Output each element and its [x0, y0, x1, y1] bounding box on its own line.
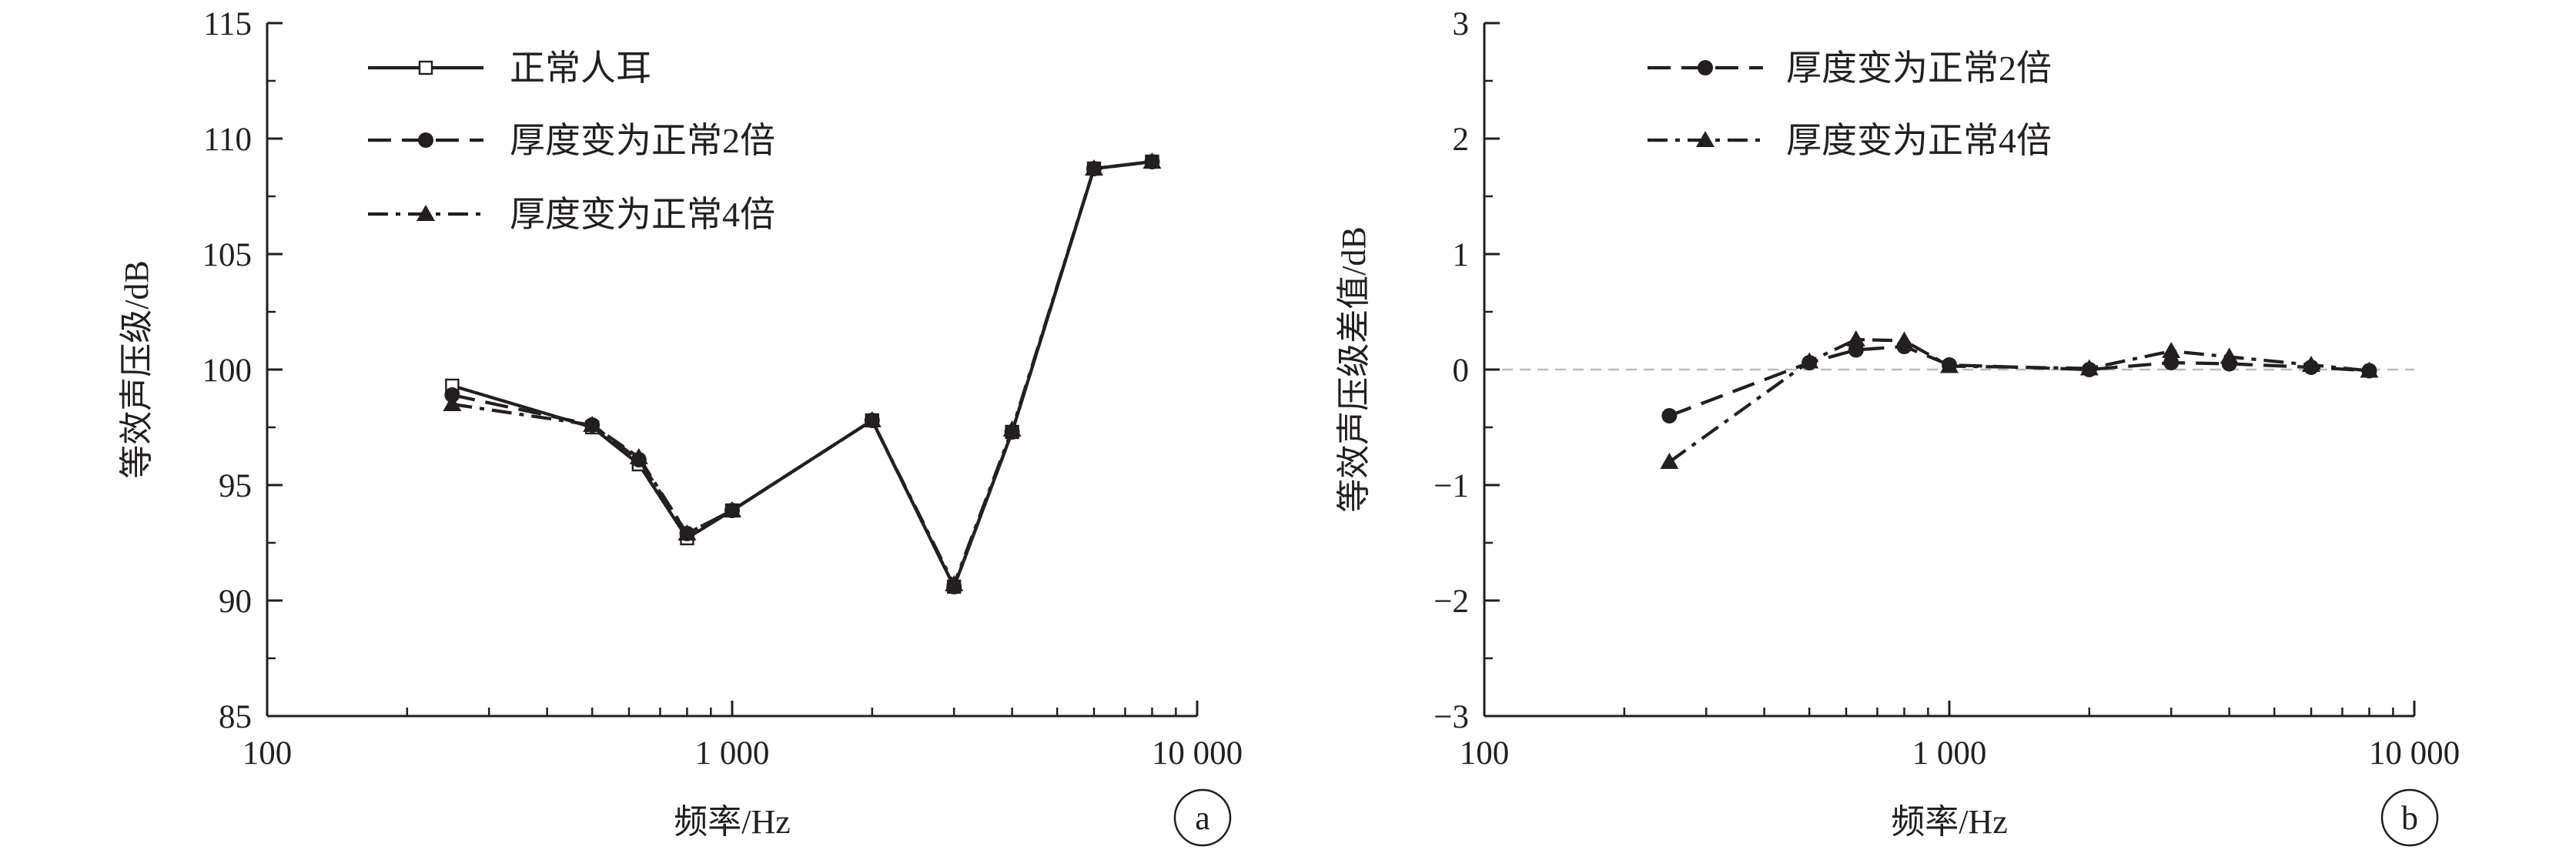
data-point-2 [2360, 361, 2379, 378]
series-line-1 [1668, 344, 2370, 417]
data-point-3 [677, 524, 697, 540]
data-point-2 [2220, 347, 2239, 364]
data-point-2 [1895, 331, 1914, 348]
data-point-3 [1002, 420, 1022, 437]
data-point-3 [629, 448, 648, 464]
panel-label-circle [1173, 788, 1232, 847]
data-point-1 [2163, 355, 2180, 370]
panel-label: b [2401, 799, 2418, 837]
y-tick-label: −1 [1434, 468, 1469, 504]
x-tick-label: 100 [1460, 735, 1510, 771]
legend-label-1: 正常人耳 [510, 49, 651, 88]
legend-label-2: 厚度变为正常2倍 [510, 121, 775, 160]
data-point-3 [862, 411, 882, 427]
y-tick-label: 2 [1453, 122, 1470, 158]
x-tick-label: 100 [243, 735, 293, 771]
chart-panel-a: 100 1 000 10 000 85 90 95 100 105 110 115 频率/Hz 等效声… [118, 6, 1243, 847]
y-tick-label: 110 [203, 122, 252, 158]
legend-marker-2 [1696, 131, 1715, 147]
data-point-2 [1800, 352, 1819, 369]
y-tick-label: 95 [219, 468, 252, 504]
legend-label-1: 厚度变为正常2倍 [1786, 49, 2052, 88]
legend-marker-3 [417, 205, 435, 221]
legend-label-2: 厚度变为正常4倍 [1786, 121, 2052, 160]
y-tick-label: 90 [219, 584, 252, 620]
data-point-2 [2079, 359, 2099, 376]
data-point-3 [1085, 159, 1104, 176]
x-axis-label: 频率/Hz [1891, 803, 2008, 841]
x-tick-label: 10 000 [1152, 735, 1243, 771]
series-line-3 [452, 159, 1153, 587]
y-tick-label: −3 [1434, 699, 1469, 735]
y-axis-label: 等效声压级差值/dB [1335, 226, 1373, 513]
y-tick-label: 85 [219, 699, 252, 735]
y-axis-label: 等效声压级/dB [118, 260, 156, 479]
data-point-3 [945, 575, 964, 591]
x-tick-label: 1 000 [1912, 735, 1987, 771]
data-point-2 [1940, 356, 1959, 373]
data-point-2 [1846, 330, 1865, 346]
legend-marker-1 [1698, 60, 1713, 75]
data-point-2 [2162, 342, 2181, 358]
chart-panel-b: 100 1 000 10 000 −3 −2 −1 0 1 2 3 频率/Hz 等效声压级差值/dB b… [1335, 6, 2460, 847]
y-tick-label: 1 [1453, 237, 1470, 273]
legend-marker-2 [418, 132, 433, 148]
y-tick-label: 0 [1453, 353, 1470, 389]
x-tick-label: 1 000 [695, 735, 770, 771]
data-point-3 [1142, 152, 1162, 169]
series-line-2 [1668, 337, 2370, 463]
data-point-2 [1660, 453, 1679, 469]
y-tick-label: 100 [202, 353, 253, 389]
y-tick-label: 115 [203, 6, 252, 42]
panel-label: a [1195, 799, 1210, 837]
panel-label-circle [2380, 788, 2439, 847]
y-tick-label: 105 [202, 237, 253, 273]
x-tick-label: 10 000 [2369, 735, 2460, 771]
data-point-3 [443, 395, 462, 411]
data-point-3 [723, 501, 741, 517]
x-axis-label: 频率/Hz [674, 803, 791, 841]
legend-marker-1 [418, 60, 433, 75]
data-point-1 [1661, 408, 1678, 423]
data-point-3 [583, 416, 602, 432]
y-tick-label: −2 [1434, 584, 1469, 620]
legend-label-3: 厚度变为正常4倍 [510, 195, 775, 234]
y-tick-label: 3 [1453, 6, 1470, 42]
data-point-2 [2302, 356, 2321, 372]
